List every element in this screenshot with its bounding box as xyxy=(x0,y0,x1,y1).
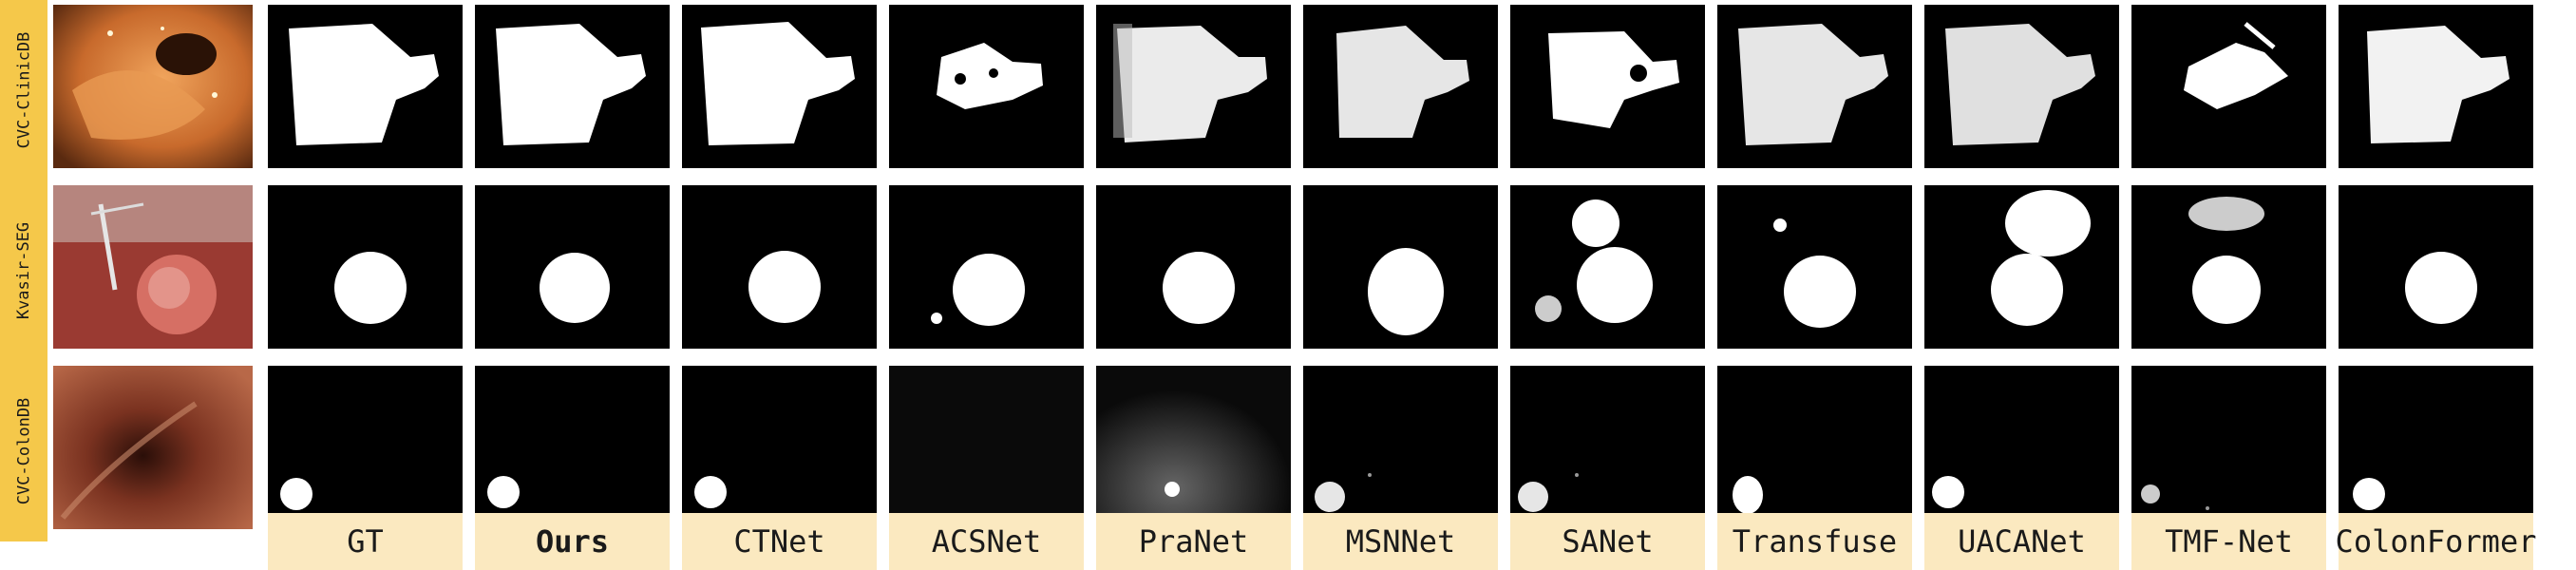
column-label-uacanet: UACANet xyxy=(1924,513,2119,570)
endoscopy-image-clinicdb xyxy=(53,5,253,168)
mask-colondb-msnnet xyxy=(1303,366,1498,529)
endoscopy-image-colondb xyxy=(53,366,253,529)
mask-colondb-uacanet xyxy=(1924,366,2119,529)
row-label-text: Kvasir-SEG xyxy=(14,221,34,320)
mask-colondb-tmfnet xyxy=(2131,366,2326,529)
column-label-gt: GT xyxy=(268,513,463,570)
row-label-cvc-clinicdb: CVC-ClinicDB xyxy=(0,0,47,180)
column-label-ctnet: CTNet xyxy=(682,513,877,570)
mask-colondb-pranet xyxy=(1096,366,1291,529)
mask-kvasir-ours xyxy=(475,185,670,349)
column-label-transfuse: Transfuse xyxy=(1717,513,1912,570)
mask-colondb-acsnet xyxy=(889,366,1084,529)
mask-kvasir-gt xyxy=(268,185,463,349)
mask-clinicdb-pranet xyxy=(1096,5,1291,168)
mask-clinicdb-tmfnet xyxy=(2131,5,2326,168)
row-label-kvasir-seg: Kvasir-SEG xyxy=(0,180,47,361)
row-label-text: CVC-ClinicDB xyxy=(14,31,34,149)
endoscopy-image-kvasir xyxy=(53,185,253,349)
mask-kvasir-pranet xyxy=(1096,185,1291,349)
mask-kvasir-transfuse xyxy=(1717,185,1912,349)
mask-clinicdb-uacanet xyxy=(1924,5,2119,168)
mask-clinicdb-ctnet xyxy=(682,5,877,168)
mask-kvasir-colonformer xyxy=(2339,185,2533,349)
column-label-sanet: SANet xyxy=(1510,513,1705,570)
column-label-colonformer: ColonFormer xyxy=(2336,513,2536,570)
mask-clinicdb-sanet xyxy=(1510,5,1705,168)
mask-colondb-ours xyxy=(475,366,670,529)
mask-clinicdb-colonformer xyxy=(2339,5,2533,168)
mask-colondb-gt xyxy=(268,366,463,529)
mask-kvasir-tmfnet xyxy=(2131,185,2326,349)
column-label-acsnet: ACSNet xyxy=(889,513,1084,570)
mask-kvasir-ctnet xyxy=(682,185,877,349)
mask-clinicdb-ours xyxy=(475,5,670,168)
mask-kvasir-msnnet xyxy=(1303,185,1498,349)
mask-clinicdb-acsnet xyxy=(889,5,1084,168)
mask-colondb-sanet xyxy=(1510,366,1705,529)
mask-colondb-colonformer xyxy=(2339,366,2533,529)
mask-kvasir-uacanet xyxy=(1924,185,2119,349)
column-label-pranet: PraNet xyxy=(1096,513,1291,570)
mask-colondb-ctnet xyxy=(682,366,877,529)
column-label-tmf-net: TMF-Net xyxy=(2131,513,2326,570)
column-label-msnnet: MSNNet xyxy=(1303,513,1498,570)
mask-colondb-transfuse xyxy=(1717,366,1912,529)
mask-kvasir-acsnet xyxy=(889,185,1084,349)
row-label-text: CVC-ColonDB xyxy=(14,397,33,505)
mask-clinicdb-gt xyxy=(268,5,463,168)
row-label-cvc-colondb: CVC-ColonDB xyxy=(0,361,47,542)
mask-clinicdb-transfuse xyxy=(1717,5,1912,168)
column-label-ours: Ours xyxy=(475,513,670,570)
mask-clinicdb-msnnet xyxy=(1303,5,1498,168)
mask-kvasir-sanet xyxy=(1510,185,1705,349)
